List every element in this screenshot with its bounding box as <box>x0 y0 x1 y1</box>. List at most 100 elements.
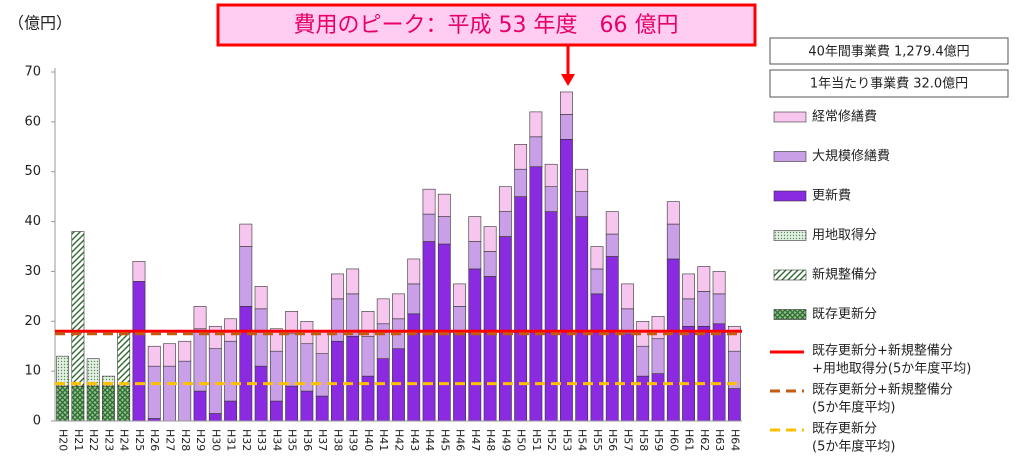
legend-label: 新規整備分 <box>812 267 877 283</box>
bar-segment <box>544 186 558 212</box>
legend-swatch <box>773 151 807 162</box>
bar-segment <box>651 338 665 374</box>
x-tick-label: H49 <box>499 429 512 451</box>
bar-segment <box>285 311 299 335</box>
x-tick-label: H34 <box>270 429 283 451</box>
bar-segment <box>682 325 695 422</box>
bar-segment <box>437 216 451 245</box>
legend-label: (5か年度平均) <box>812 400 895 416</box>
x-tick-label: H50 <box>515 429 528 451</box>
legend-label: 用地取得分 <box>812 227 877 243</box>
bar-segment <box>468 268 482 422</box>
x-tick-label: H39 <box>347 429 360 451</box>
bar-segment <box>544 163 558 187</box>
bar-segment <box>193 390 207 422</box>
bar-segment <box>453 333 466 422</box>
bar-segment <box>437 193 451 217</box>
bar-segment <box>590 293 604 422</box>
bar-segment <box>56 355 70 387</box>
bar-segment <box>483 251 497 277</box>
bar-segment <box>483 276 497 422</box>
x-tick-label: H33 <box>255 429 268 451</box>
bar-segment <box>498 211 512 237</box>
x-tick-label: H59 <box>652 429 665 451</box>
bar-segment <box>346 268 360 295</box>
annotation-box <box>216 3 757 47</box>
x-tick-label: H48 <box>484 429 497 451</box>
x-tick-label: H57 <box>622 429 635 451</box>
bar-segment <box>407 283 421 315</box>
bar-segment <box>560 91 573 115</box>
x-tick-label: H62 <box>698 429 711 451</box>
x-tick-label: H29 <box>194 429 207 451</box>
bar-segment <box>254 308 268 367</box>
bar-segment <box>285 333 299 387</box>
bar-segment <box>102 385 115 422</box>
bar-segment <box>621 283 634 310</box>
legend-label: 更新費 <box>812 188 851 204</box>
bar-segment <box>575 168 589 192</box>
x-tick-label: H25 <box>133 429 146 451</box>
bar-segment <box>269 400 283 422</box>
info-box <box>769 37 1009 65</box>
bar-segment <box>117 330 131 387</box>
bar-segment <box>560 139 573 422</box>
legend-swatch <box>773 111 807 123</box>
legend-swatch <box>773 190 807 202</box>
bar-segment <box>254 286 268 310</box>
bar-segment <box>407 258 421 285</box>
bar-segment <box>346 335 360 422</box>
x-tick-label: H46 <box>454 429 467 451</box>
bar-segment <box>483 226 497 252</box>
bar-segment <box>514 143 528 170</box>
bar-segment <box>575 191 589 217</box>
bar-segment <box>636 345 650 377</box>
x-tick-label: H38 <box>331 429 344 451</box>
y-tick-label: 40 <box>24 214 41 229</box>
legend-label: 既存更新分 <box>812 306 877 322</box>
legend-swatch <box>773 230 807 241</box>
x-tick-label: H22 <box>87 429 100 451</box>
bar-segment <box>331 340 344 422</box>
bar-segment <box>86 358 100 387</box>
bar-segment <box>239 306 253 422</box>
bar-segment <box>666 201 680 225</box>
bar-segment <box>163 365 176 422</box>
bar-segment <box>376 298 390 325</box>
bar-segment <box>361 335 375 377</box>
bar-segment <box>376 323 390 359</box>
x-tick-label: H63 <box>713 429 726 451</box>
legend-label: 既存更新分+新規整備分 <box>812 382 953 398</box>
bar-segment <box>651 373 665 422</box>
bar-segment <box>86 385 100 422</box>
info-text: 1年当たり事業費 32.0億円 <box>810 76 968 92</box>
bar-segment <box>331 273 344 300</box>
bar-segment <box>514 168 528 197</box>
x-tick-label: H60 <box>667 429 680 451</box>
bar-segment <box>605 256 619 422</box>
bar-segment <box>147 345 161 367</box>
info-box <box>769 69 1009 98</box>
x-tick-label: H28 <box>179 429 192 451</box>
bar-segment <box>239 223 253 247</box>
legend-label: 既存更新分+新規整備分 <box>812 343 953 359</box>
x-tick-label: H24 <box>118 429 131 451</box>
bar-segment <box>56 385 70 422</box>
bar-segment <box>178 340 192 362</box>
y-tick-label: 0 <box>33 414 41 429</box>
x-tick-label: H21 <box>72 429 85 451</box>
x-tick-label: H56 <box>606 429 619 451</box>
y-axis-label: （億円） <box>8 14 72 33</box>
bar-segment <box>315 395 329 422</box>
y-tick-label: 60 <box>24 114 41 129</box>
bar-segment <box>208 348 222 414</box>
bar-segment <box>682 273 695 300</box>
bar-segment <box>117 385 131 422</box>
x-tick-label: H47 <box>469 429 482 451</box>
bar-segment <box>453 306 466 335</box>
legend-label: 経常修繕費 <box>812 109 877 125</box>
bar-segment <box>71 385 85 422</box>
bar-segment <box>651 315 665 340</box>
legend-swatch <box>773 309 807 320</box>
x-tick-label: H26 <box>148 429 161 451</box>
